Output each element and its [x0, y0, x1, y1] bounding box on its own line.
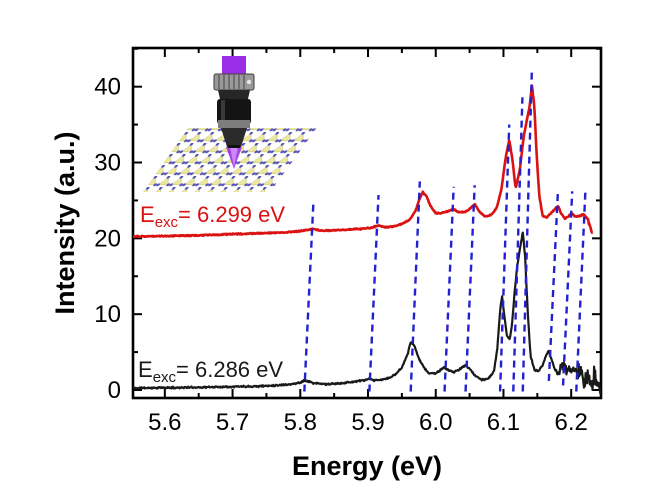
spectra-curves: [133, 84, 601, 395]
peak-guide-line: [521, 67, 534, 392]
plot-frame: [131, 46, 603, 400]
excitation-label-black: Eexc= 6.286 eV: [138, 357, 283, 386]
spectrum-Eexc-6.299eV-curve: [133, 84, 594, 239]
x-tick-label: 6.0: [419, 409, 452, 436]
peak-guide-line: [443, 186, 455, 392]
spectrum-Eexc-6.286eV-curve: [133, 231, 601, 395]
peak-guide-line: [498, 124, 511, 392]
y-tick-label: 10: [94, 301, 121, 328]
axes: 5.6 5.7 5.8 5.9 6.0 6.1 6.2 0 10 20 30 40: [94, 46, 603, 436]
peak-guide-line: [575, 190, 587, 392]
uv-laser-beam: [222, 56, 246, 169]
y-tick-label: 0: [108, 377, 121, 404]
microscope-objective: [213, 73, 255, 148]
x-tick-label: 5.6: [148, 409, 181, 436]
y-tick-label: 20: [94, 225, 121, 252]
experiment-schematic-inset: [143, 56, 317, 192]
peak-guide-lines: [303, 67, 587, 392]
x-tick-label: 5.7: [216, 409, 249, 436]
x-tick-label: 6.2: [555, 409, 588, 436]
excitation-labels: Eexc= 6.286 eV Eexc= 6.299 eV: [138, 202, 285, 386]
peak-guide-line: [561, 191, 574, 386]
peak-guide-line: [368, 195, 380, 392]
y-tick-label: 30: [94, 150, 121, 177]
peak-guide-line: [547, 189, 560, 381]
peak-guide-line: [512, 97, 524, 392]
x-tick-label: 5.8: [284, 409, 317, 436]
peak-guide-line: [303, 200, 315, 392]
y-tick-label: 40: [94, 74, 121, 101]
excitation-label-red: Eexc= 6.299 eV: [140, 202, 285, 231]
peak-guide-line: [464, 185, 476, 392]
x-tick-label: 5.9: [351, 409, 384, 436]
x-axis-label: Energy (eV): [292, 451, 442, 481]
x-tick-label: 6.1: [487, 409, 520, 436]
y-axis-label: Intensity (a.u.): [50, 131, 80, 314]
hbn-lattice: [143, 128, 317, 192]
